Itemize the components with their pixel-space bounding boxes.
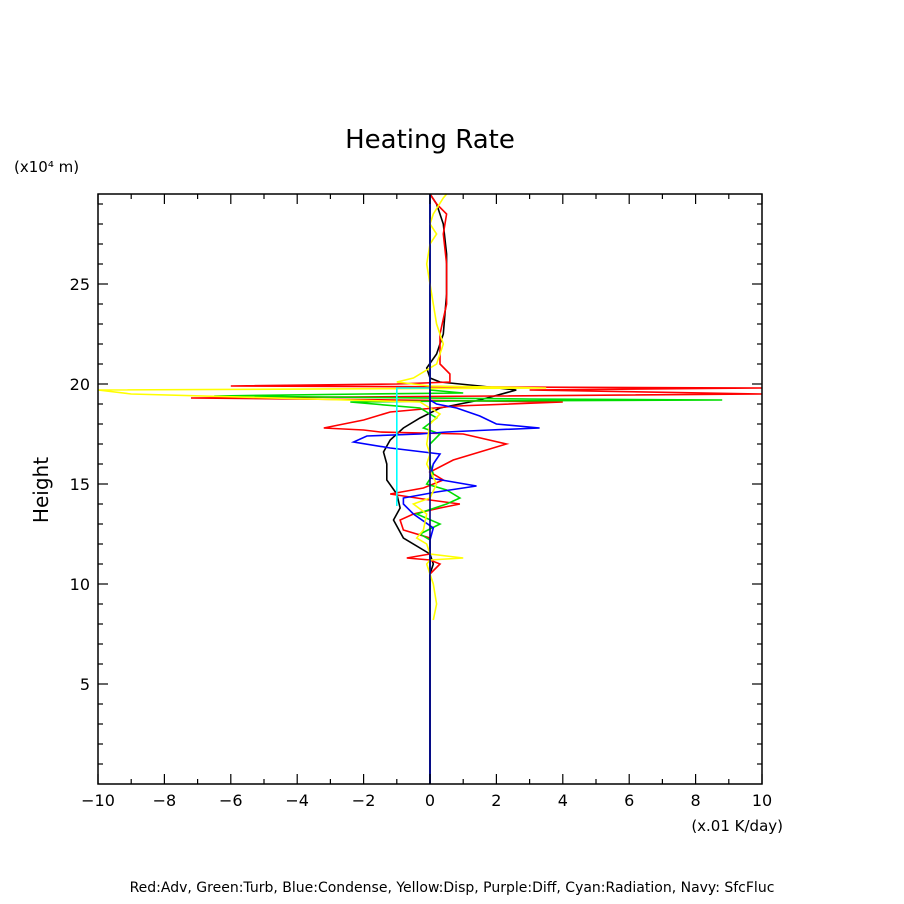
x-tick-label: −10 (81, 791, 115, 810)
y-tick-label: 5 (80, 675, 90, 694)
y-axis-label: Height (29, 457, 53, 523)
x-tick-label: 0 (425, 791, 435, 810)
y-tick-label: 20 (70, 375, 90, 394)
legend-caption: Red:Adv, Green:Turb, Blue:Condense, Yell… (130, 880, 775, 896)
y-tick-label: 25 (70, 275, 90, 294)
series-line-3 (350, 194, 540, 784)
y-tick-label: 10 (70, 575, 90, 594)
x-tick-label: −8 (153, 791, 177, 810)
x-tick-label: 2 (491, 791, 501, 810)
chart-title: Heating Rate (345, 125, 515, 155)
axis-ticks: −10 −8 −6 −4 −2 0 2 4 6 8 10 5 10 15 20 25 (70, 194, 772, 810)
x-unit-label: (x.01 K/day) (691, 817, 783, 835)
x-tick-label: 6 (624, 791, 634, 810)
x-tick-label: 4 (558, 791, 568, 810)
series-line-1 (190, 193, 763, 784)
series-line-4 (97, 193, 547, 621)
y-tick-label: 15 (70, 475, 90, 494)
x-tick-label: −2 (352, 791, 376, 810)
x-tick-label: −6 (219, 791, 243, 810)
x-tick-label: 8 (691, 791, 701, 810)
series-line-5 (395, 387, 430, 506)
x-tick-label: −4 (285, 791, 309, 810)
series-line-0 (382, 193, 517, 784)
series-line-2 (214, 194, 723, 784)
x-tick-label: 10 (752, 791, 772, 810)
y-unit-label: (x10⁴ m) (14, 158, 79, 176)
series-lines (97, 193, 763, 784)
